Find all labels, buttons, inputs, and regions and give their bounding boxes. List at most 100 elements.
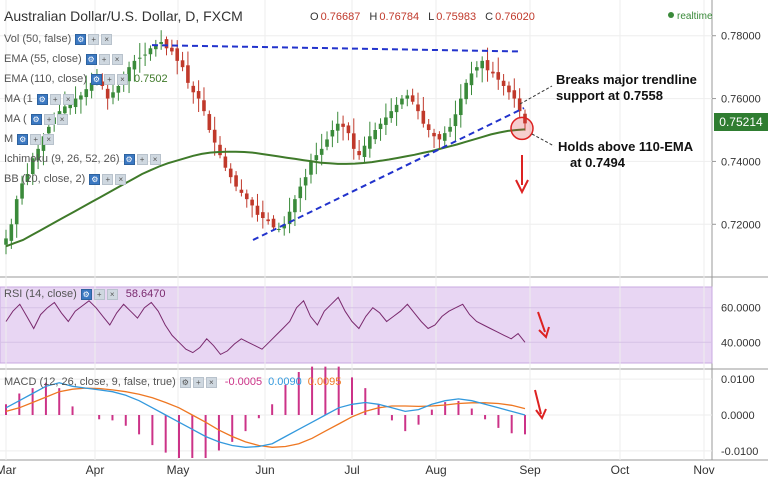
candle-body [244,193,249,200]
legend-rsi[interactable]: RSI (14, close) ⚙ + × 58.6470 [4,288,166,300]
candle-body [228,168,233,178]
candle-body [111,92,115,98]
candle-body [309,161,313,175]
candle-body [250,199,254,206]
add-icon[interactable]: + [43,113,55,125]
legend-ma3[interactable]: M ⚙ + × [4,133,56,145]
realtime-label: realtime [677,11,713,22]
legend-macd[interactable]: MACD (12, 26, close, 9, false, true) ⚙ + × -… [4,376,341,388]
trendline-upper [151,44,519,53]
settings-icon[interactable]: ⚙ [123,153,135,165]
add-icon[interactable]: + [136,153,148,165]
candle-body [30,158,35,175]
add-icon[interactable]: + [102,173,114,185]
candle-body [480,60,484,69]
candle-body [234,175,238,187]
candle-body [298,186,303,199]
settings-icon[interactable]: ⚙ [36,93,48,105]
last-price-tag: 0.75214 [714,113,768,131]
candle-body [116,86,121,93]
close-icon[interactable]: × [106,288,118,300]
close-icon[interactable]: × [116,73,128,85]
close-icon[interactable]: × [101,33,113,45]
add-icon[interactable]: + [49,93,61,105]
y-tick-label: 0.78000 [721,31,761,43]
settings-icon[interactable]: ⚙ [85,53,97,65]
candle-body [20,183,24,199]
candle-body [68,104,73,109]
ohlc-open-value: 0.76687 [320,11,361,23]
candle-body [170,47,174,52]
candle-body [512,90,517,99]
realtime-indicator[interactable]: realtime [668,11,713,22]
candle-body [14,199,19,225]
add-icon[interactable]: + [88,33,100,45]
macd-hist-value: -0.0005 [224,376,263,388]
add-icon[interactable]: + [103,73,115,85]
annotation-trendline-line2: support at 0.7558 [556,88,663,103]
add-icon[interactable]: + [30,133,42,145]
candle-body [73,98,78,108]
ohlc-low-value: 0.75983 [436,11,477,23]
x-tick-label: Aug [425,463,446,477]
legend-ma1-label: MA (1 [4,93,33,105]
candle-body [239,189,244,193]
annotation-trendline-break: Breaks major trendline support at 0.7558 [556,72,697,104]
legend-ichimoku-label: Ichimoku (9, 26, 52, 26) [4,153,120,165]
close-icon[interactable]: × [115,173,127,185]
settings-icon[interactable]: ⚙ [80,288,92,300]
settings-icon[interactable]: ⚙ [17,133,29,145]
close-icon[interactable]: × [62,93,74,105]
candle-body [148,48,153,55]
rsi-down-arrow-icon [538,326,550,339]
chart-title: Australian Dollar/U.S. Dollar, D, FXCM [4,8,243,24]
close-icon[interactable]: × [205,376,217,388]
candle-body [485,60,490,71]
legend-ema110-value: 0.7502 [133,73,168,85]
candle-body [394,104,399,113]
candle-body [164,39,169,49]
annotation-ema-hold: Holds above 110-EMA at 0.7494 [558,139,693,171]
candle-body [202,100,206,112]
ohlc-high-key: H [369,11,378,23]
candle-body [335,123,340,131]
macd-line-value: 0.0090 [268,376,302,388]
settings-icon[interactable]: ⚙ [75,33,87,45]
close-icon[interactable]: × [43,133,55,145]
legend-ema110[interactable]: EMA (110, close) ⚙ + × 0.7502 [4,73,168,85]
add-icon[interactable]: + [93,288,105,300]
candle-body [458,98,463,116]
legend-vol[interactable]: Vol (50, false) ⚙ + × [4,33,114,45]
close-icon[interactable]: × [111,53,123,65]
close-icon[interactable]: × [149,153,161,165]
candle-body [100,81,105,86]
settings-icon[interactable]: ⚙ [89,173,101,185]
candle-body [132,60,137,70]
add-icon[interactable]: + [98,53,110,65]
legend-ichimoku[interactable]: Ichimoku (9, 26, 52, 26) ⚙ + × [4,153,163,165]
legend-rsi-label: RSI (14, close) [4,288,77,300]
legend-bb[interactable]: BB (20, close, 2) ⚙ + × [4,173,128,185]
settings-icon[interactable]: ⚙ [90,73,102,85]
candle-body [186,65,190,83]
candle-body [325,139,329,147]
ohlc-close-key: C [485,11,494,23]
rsi-line [5,296,526,356]
candle-body [346,125,351,134]
candle-body [389,111,394,119]
candle-body [448,126,452,132]
settings-icon[interactable]: ⚙ [179,376,191,388]
rsi-arrow-shaft [537,311,546,333]
settings-icon[interactable]: ⚙ [30,113,42,125]
close-icon[interactable]: × [56,113,68,125]
candle-body [491,71,495,74]
down-arrow-icon [515,179,529,195]
candle-body [207,114,212,130]
macd-line [5,382,526,448]
legend-ema55[interactable]: EMA (55, close) ⚙ + × [4,53,125,65]
legend-ma1[interactable]: MA (1 ⚙ + × [4,93,76,105]
macd-signal-line [5,387,526,448]
legend-ma2[interactable]: MA (⚙ + × [4,113,70,125]
candle-body [341,123,345,127]
add-icon[interactable]: + [192,376,204,388]
